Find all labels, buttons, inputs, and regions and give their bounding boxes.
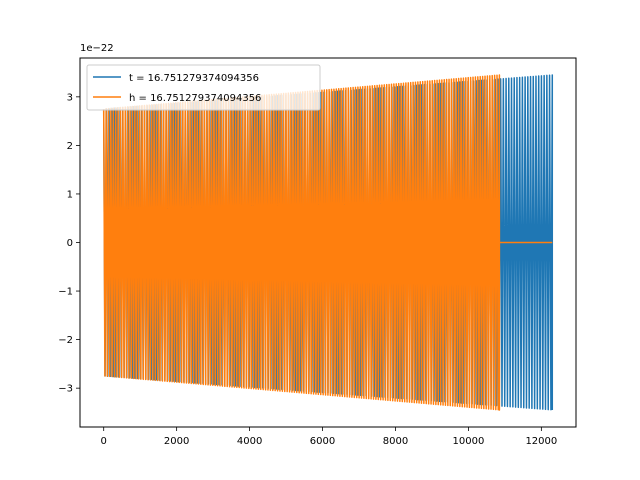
legend-box [86,64,321,111]
y-tick-label: −2 [58,335,73,346]
y-scale-offset-label: 1e−22 [80,43,114,54]
x-tick-label: 4000 [237,436,262,447]
legend-label-t: t = 16.751279374094356 [129,73,259,84]
y-tick-label: 1 [67,189,73,200]
y-tick-label: −3 [58,384,73,395]
x-tick-label: 0 [101,436,107,447]
x-tick-label: 10000 [453,436,485,447]
x-axis: 0 2000 4000 6000 8000 10000 12000 [101,427,557,447]
y-tick-label: 2 [67,141,73,152]
series-layer [102,74,554,411]
x-tick-label: 6000 [310,436,335,447]
y-tick-label: 3 [67,92,73,103]
legend: t = 16.751279374094356 h = 16.7512793740… [86,64,321,111]
y-tick-label: −1 [58,287,73,298]
y-axis: −3 −2 −1 0 1 2 3 [58,92,80,395]
legend-label-h: h = 16.751279374094356 [129,93,261,104]
x-tick-label: 8000 [383,436,408,447]
x-tick-label: 12000 [525,436,557,447]
x-tick-label: 2000 [164,436,189,447]
y-tick-label: 0 [67,238,73,249]
series-line-h [102,74,553,411]
